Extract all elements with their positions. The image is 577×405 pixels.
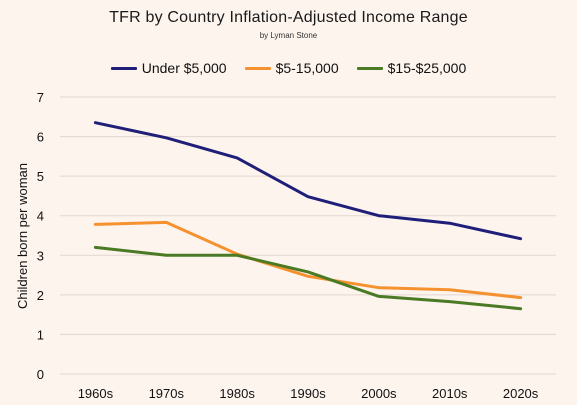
series-line-2 (93, 245, 523, 311)
y-axis-title: Children born per woman (15, 163, 30, 309)
x-tick-label: 1960s (78, 386, 114, 401)
y-tick-label: 5 (37, 169, 44, 184)
y-axis-tick-labels: 0 1 2 3 4 5 6 7 (37, 90, 44, 382)
legend-label-5-15000: $5-15,000 (275, 60, 339, 76)
x-tick-label: 1980s (219, 386, 255, 401)
legend-item-5-15000: $5-15,000 (244, 60, 339, 76)
chart-title: TFR by Country Inflation-Adjusted Income… (109, 9, 468, 26)
y-tick-label: 0 (37, 367, 44, 382)
y-tick-label: 3 (37, 248, 44, 263)
legend-swatch-5-15000 (244, 66, 271, 70)
x-tick-label: 2000s (361, 386, 397, 401)
x-tick-label: 1970s (149, 386, 185, 401)
y-tick-label: 7 (37, 90, 44, 105)
legend-item-15-25000: $15-$25,000 (356, 60, 467, 76)
chart-subtitle: by Lyman Stone (259, 31, 318, 40)
legend-item-under-5000: Under $5,000 (110, 60, 227, 76)
y-tick-label: 6 (37, 130, 44, 145)
series-lines (93, 121, 523, 311)
y-tick-label: 4 (37, 209, 44, 224)
x-tick-label: 2010s (432, 386, 468, 401)
y-tick-label: 2 (37, 288, 44, 303)
gridlines (60, 96, 556, 375)
legend-swatch-15-25000 (356, 66, 383, 70)
legend-label-15-25000: $15-$25,000 (387, 60, 467, 76)
legend-label-under-5000: Under $5,000 (141, 60, 227, 76)
x-axis-tick-labels: 1960s 1970s 1980s 1990s 2000s 2010s 2020s (78, 386, 539, 401)
series-line-1 (93, 220, 523, 300)
legend-swatch-under-5000 (110, 66, 137, 70)
series-line-0 (93, 121, 523, 241)
x-tick-label: 2020s (503, 386, 539, 401)
x-tick-label: 1990s (290, 386, 326, 401)
y-tick-label: 1 (37, 327, 44, 342)
legend: Under $5,000 $5-15,000 $15-$25,000 (0, 58, 577, 78)
